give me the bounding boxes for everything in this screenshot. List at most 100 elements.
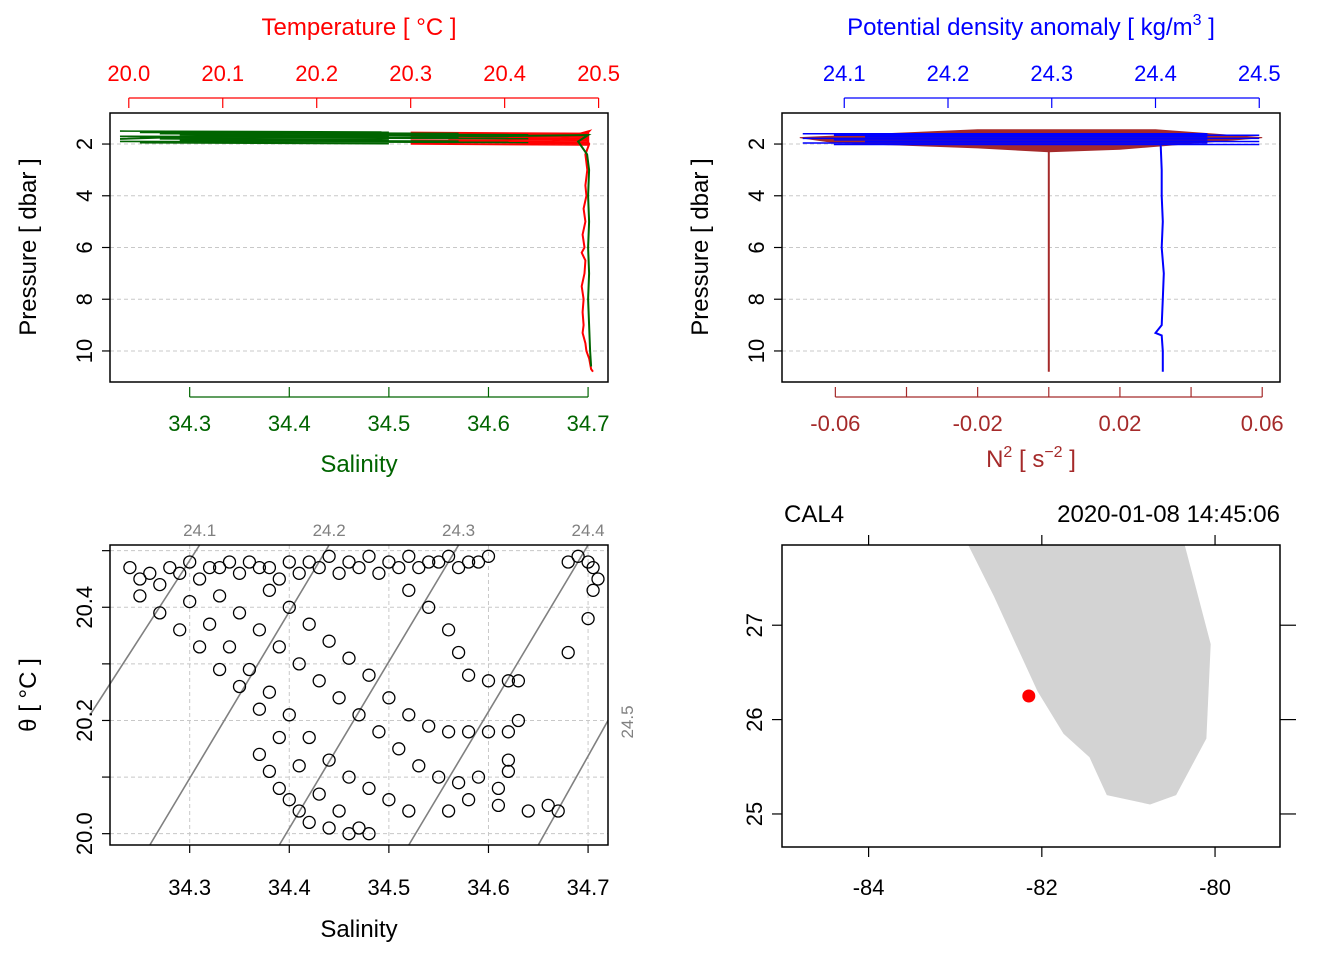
ts-point [392,742,406,756]
salinity-tick-label: 34.3 [168,411,211,436]
lat-tick-label: 27 [742,613,767,637]
ts-point [481,549,496,563]
ts-point [302,815,316,830]
salinity-surface-trace [119,130,389,133]
ts-point [362,781,376,796]
ts-point [312,787,326,801]
ts-point [312,560,326,575]
density-tick-label: 24.5 [1238,61,1281,86]
ts-point [501,753,516,767]
station-datetime: 2020-01-08 14:45:06 [1057,501,1280,528]
ts-point [422,719,436,733]
ts-point [481,674,496,688]
ts-point [591,572,605,586]
ts-point [382,691,396,705]
density-tick-label: 24.3 [1030,61,1073,86]
ts-point [432,770,446,784]
ts-salinity-tick-label: 34.5 [367,875,410,900]
panel-density-profile: 2 4 6 8 10 24.1 24.2 24.3 24.4 24.5 -0.06 -0.02 0.02… [687,12,1284,473]
ts-salinity-tick-label: 34.7 [567,875,610,900]
isopycnal-line-24.4 [408,544,589,846]
ts-point [586,560,600,575]
ts-point [322,549,336,563]
ts-point [441,623,456,637]
salinity-surface-trace [159,138,389,141]
ts-point [322,753,336,767]
pressure-tick-label: 10 [72,339,97,363]
panel-ts-diagram: 24.1 24.2 24.3 24.4 24.5 34.3 34.4 34.5 34.6 34.… [15,521,637,943]
pressure-tick-label: 4 [744,190,769,202]
ts-point [312,674,326,688]
salinity-surface-trace [159,132,529,136]
ts-point [412,560,426,575]
ts-point [581,611,595,626]
ts-point [362,668,376,682]
isopycnal-line-24.5 [537,720,609,846]
ts-point [412,759,426,773]
ts-point [352,821,366,835]
ts-point [202,560,217,575]
ts-point [173,566,187,580]
ts-point [212,589,227,603]
ts-salinity-tick-label: 34.6 [467,875,510,900]
density-axis-title: Potential density anomaly [ kg/m3 ] [847,12,1215,41]
ts-point [372,566,386,580]
n2-tick-label: 0.02 [1099,411,1142,436]
isopycnal-label: 24.1 [183,521,216,540]
lon-tick-label: -84 [853,875,885,900]
ts-salinity-tick-label: 34.4 [268,875,311,900]
ts-point [501,674,516,688]
salinity-surface-trace [139,136,529,140]
ts-point [342,555,356,569]
pressure-axis-title: Pressure [ dbar ] [15,158,42,335]
ts-point [212,560,227,575]
pressure-tick-label: 6 [72,241,97,253]
ts-point [481,725,496,739]
pressure-tick-label: 2 [72,138,97,150]
temperature-surface-trace [410,143,590,146]
ts-point [282,793,296,807]
ts-point [461,793,476,807]
ts-point [232,606,247,620]
salinity-axis-title: Salinity [320,451,397,478]
temperature-tick-label: 20.1 [201,61,244,86]
salinity-surface-trace [179,139,459,142]
ts-point [332,804,346,818]
pressure-tick-label: 2 [744,138,769,150]
ts-point [202,617,217,631]
salinity-profile-line [119,132,593,367]
ts-point [342,651,356,665]
temperature-tick-label: 20.3 [389,61,432,86]
ts-point [292,566,306,580]
ts-point [183,594,197,609]
ts-point [501,725,516,739]
panel-ts-diagram-frame [109,544,609,846]
ts-point [153,577,167,592]
ts-point [302,555,316,569]
theta-tick-label: 20.4 [72,586,97,629]
ts-point [252,747,267,762]
pressure-tick-label: 10 [744,339,769,363]
salinity-tick-label: 34.6 [467,411,510,436]
temperature-axis-title: Temperature [ °C ] [262,14,457,41]
ts-point [451,560,466,575]
ts-point [402,708,416,722]
ts-point [501,764,516,779]
ts-point [471,555,486,569]
ts-point [342,827,356,841]
salinity-tick-label: 34.7 [567,411,610,436]
ts-point [282,708,296,722]
ts-point [432,555,446,569]
density-tick-label: 24.2 [927,61,970,86]
ts-point [302,617,316,631]
ts-point [422,600,436,614]
ts-point [332,566,346,580]
ts-point [183,555,197,569]
ts-point [322,634,336,648]
ts-point [362,827,376,841]
ts-point [292,804,306,818]
ts-point [586,583,600,597]
ts-point [392,560,406,575]
ts-point [222,640,237,654]
